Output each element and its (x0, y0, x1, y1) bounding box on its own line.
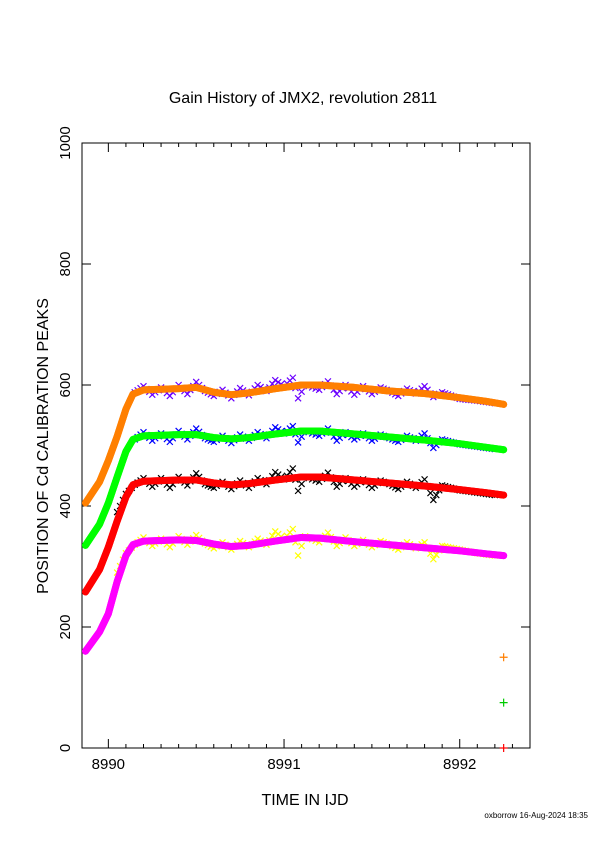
series-fit-line-top (82, 381, 508, 507)
y-tick-label: 400 (57, 493, 74, 518)
data-point (298, 480, 306, 488)
axis-ticks (82, 142, 530, 749)
x-tick-label: 8992 (443, 756, 476, 773)
data-point (432, 491, 440, 499)
y-tick-labels: 0 200 400 600 800 1000 (57, 126, 74, 752)
data-point (294, 552, 302, 560)
series-fit-line (82, 533, 508, 655)
x-tick-label: 8991 (267, 756, 300, 773)
plot-frame (81, 142, 531, 749)
y-tick-label: 1000 (57, 126, 74, 159)
isolated-marker-2 (499, 744, 508, 752)
y-tick-label: 200 (57, 614, 74, 639)
data-point (429, 496, 437, 504)
series-fit-line-top (82, 533, 508, 655)
x-tick-label: 8990 (92, 756, 125, 773)
data-point (432, 551, 440, 559)
data-point (271, 423, 279, 431)
data-point (294, 439, 302, 446)
data-point (254, 381, 262, 389)
data-point (294, 394, 302, 402)
series-fit-line (82, 473, 508, 596)
data-point (427, 489, 434, 497)
series-fit-line-top (82, 473, 508, 596)
footer-credit: oxborrow 16-Aug-2024 18:35 (484, 811, 588, 820)
series-layer (82, 374, 508, 655)
data-point (421, 475, 429, 483)
data-point (324, 529, 332, 537)
data-point (294, 487, 302, 495)
data-point (298, 542, 306, 550)
data-point (298, 388, 306, 396)
x-axis-label: TIME IN IJD (261, 792, 348, 809)
data-point (421, 429, 429, 437)
data-point (183, 390, 191, 398)
data-point (429, 555, 437, 563)
data-point (271, 376, 279, 384)
isolated-marker-0 (499, 653, 508, 662)
chart-title: Gain History of JMX2, revolution 2811 (169, 90, 437, 107)
data-point (289, 422, 297, 430)
data-point (289, 374, 297, 382)
y-tick-label: 0 (57, 744, 74, 752)
isolated-marker-1 (499, 698, 508, 707)
data-point (289, 525, 297, 533)
y-tick-label: 800 (57, 251, 74, 276)
y-axis-label: POSITION OF Cd CALIBRATION PEAKS (35, 298, 52, 594)
x-tick-labels: 8990 8991 8992 (92, 756, 477, 773)
data-point (274, 378, 282, 386)
isolated-markers (499, 653, 508, 752)
y-tick-label: 600 (57, 372, 74, 397)
series-fit-line-top (82, 427, 508, 549)
data-point (289, 465, 297, 472)
